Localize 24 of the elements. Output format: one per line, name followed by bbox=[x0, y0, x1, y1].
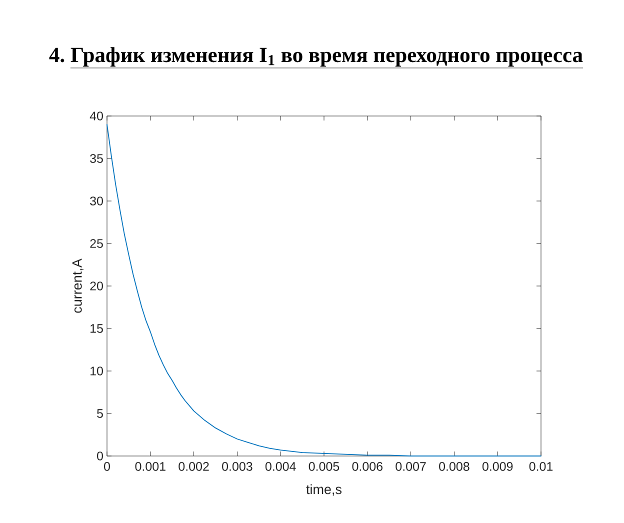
x-tick-label: 0.009 bbox=[482, 462, 513, 471]
y-tick-label: 0 bbox=[97, 452, 103, 460]
y-axis-title: current,A bbox=[72, 258, 84, 313]
y-tick-label: 40 bbox=[90, 112, 103, 120]
x-tick-label: 0.005 bbox=[308, 462, 340, 471]
x-tick-label: 0.007 bbox=[396, 462, 426, 471]
y-tick-label: 20 bbox=[90, 282, 103, 290]
x-tick-label: 0.006 bbox=[352, 462, 382, 471]
x-tick-label: 0.003 bbox=[222, 462, 252, 471]
x-tick-label: 0.001 bbox=[135, 462, 166, 471]
chart-title: График изменения I$_{1}$ во время переходного процесса bbox=[70, 47, 583, 67]
x-tick-label: 0.004 bbox=[265, 462, 296, 471]
y-tick-label: 5 bbox=[97, 409, 103, 418]
x-tick-label: 0.008 bbox=[439, 462, 470, 471]
y-tick-label: 15 bbox=[90, 324, 103, 333]
y-tick-label: 35 bbox=[90, 154, 103, 163]
y-tick-label: 10 bbox=[90, 366, 103, 376]
y-tick-label: 25 bbox=[90, 239, 103, 248]
text: 4. bbox=[49, 48, 64, 62]
x-axis-title: time,s bbox=[306, 484, 342, 496]
y-tick-label: 30 bbox=[90, 196, 103, 206]
x-tick-label: 0.01 bbox=[529, 462, 553, 471]
x-tick-label: 0 bbox=[104, 462, 110, 471]
x-tick-label: 0.002 bbox=[178, 462, 209, 471]
